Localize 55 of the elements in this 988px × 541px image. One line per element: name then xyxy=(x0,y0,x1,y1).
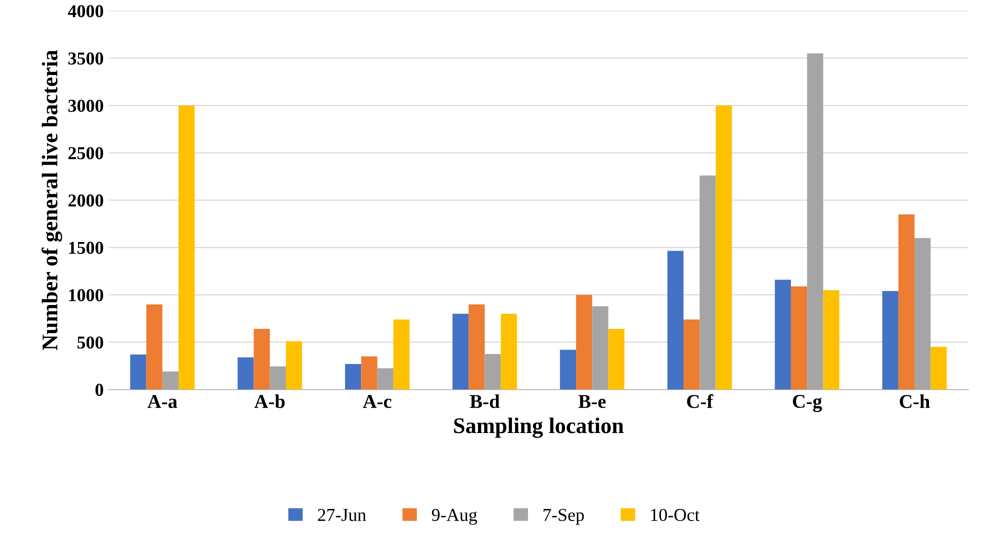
y-tick-label: 500 xyxy=(77,336,104,349)
bar xyxy=(667,250,684,390)
bar xyxy=(238,357,254,390)
bar xyxy=(684,319,700,390)
bar xyxy=(162,372,179,390)
bar xyxy=(576,294,592,390)
bar xyxy=(377,368,394,390)
y-axis-title: Number of general live bacteria xyxy=(42,50,62,350)
bar xyxy=(452,314,469,390)
bar xyxy=(361,356,378,390)
x-tick-label: A-c xyxy=(362,395,392,408)
bar xyxy=(592,306,608,390)
bar xyxy=(270,366,286,390)
bar xyxy=(484,354,501,390)
legend-label: 27-Jun xyxy=(318,508,366,522)
bar xyxy=(914,238,931,390)
x-tick-label: A-b xyxy=(254,394,285,408)
bar xyxy=(286,341,302,390)
bar xyxy=(345,364,362,390)
bar xyxy=(500,314,517,390)
bar xyxy=(807,53,824,390)
y-tick-label: 4000 xyxy=(68,5,104,18)
bar xyxy=(700,176,716,390)
bar xyxy=(130,354,146,390)
bar xyxy=(774,280,791,390)
x-tick-label: A-a xyxy=(147,395,178,408)
legend-label: 7-Sep xyxy=(544,508,584,525)
x-tick-label: C-f xyxy=(687,394,714,408)
legend-label: 10-Oct xyxy=(651,508,700,522)
bar xyxy=(146,304,162,390)
bar xyxy=(823,290,840,390)
y-tick-label: 0 xyxy=(95,384,104,396)
x-tick-label: C-g xyxy=(792,394,822,412)
x-tick-label: B-d xyxy=(470,394,500,408)
bar xyxy=(930,346,947,390)
x-tick-label: C-h xyxy=(900,394,930,408)
bar xyxy=(254,328,270,390)
bar xyxy=(178,105,195,390)
y-tick-label: 1000 xyxy=(69,289,104,302)
bar xyxy=(882,291,898,390)
y-tick-label: 3500 xyxy=(68,52,104,65)
x-axis-title: Sampling location xyxy=(454,418,624,438)
bar xyxy=(716,105,732,390)
bar xyxy=(560,350,576,390)
bar xyxy=(790,286,808,390)
x-tick-label: B-e xyxy=(578,395,606,408)
y-tick-label: 2500 xyxy=(68,147,104,160)
y-tick-label: 2000 xyxy=(68,194,104,207)
legend-label: 9-Aug xyxy=(432,508,478,525)
y-tick-label: 3000 xyxy=(68,100,104,112)
bar xyxy=(393,319,410,390)
bar xyxy=(608,328,624,390)
bar xyxy=(468,304,485,390)
bar xyxy=(898,214,915,390)
y-tick-label: 1500 xyxy=(69,242,104,254)
